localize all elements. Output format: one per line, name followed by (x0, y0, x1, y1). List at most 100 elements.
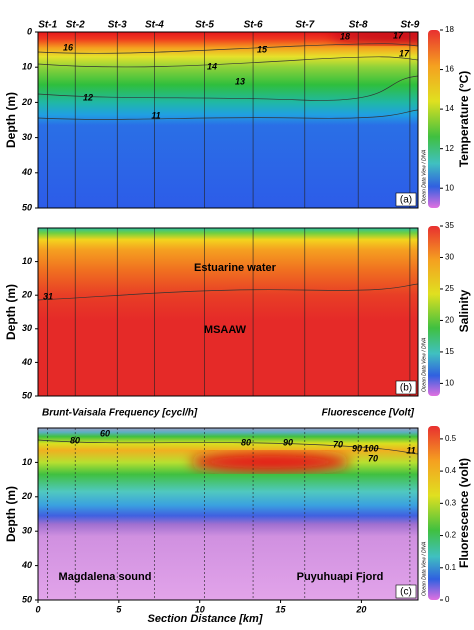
contour-label: 70 (333, 439, 343, 449)
colorbar-tick-label: 15 (445, 347, 454, 356)
field-layer (38, 228, 418, 396)
y-tick-label: 50 (22, 390, 32, 400)
y-axis-label: Depth (m) (4, 284, 18, 340)
field-layer (38, 32, 418, 208)
contour (38, 109, 418, 120)
y-tick-label: 10 (22, 62, 32, 72)
colorbar (428, 30, 440, 208)
y-tick-label: 30 (22, 323, 32, 333)
contour-label: 80 (70, 435, 80, 445)
y-axis-label: Depth (m) (4, 486, 18, 542)
contour (38, 75, 418, 101)
field-blob (330, 32, 418, 44)
station-label: St-1 (38, 20, 57, 31)
x-axis-label: Section Distance [km] (148, 613, 263, 625)
contour-label: 15 (257, 44, 268, 54)
watermark: Ocean Data View / DIVA (421, 149, 427, 204)
y-axis-label: Depth (m) (4, 92, 18, 148)
y-tick-label: 40 (21, 357, 32, 367)
x-tick-label: 20 (355, 604, 366, 614)
x-tick-label: 5 (116, 604, 122, 614)
y-tick-label: 0 (27, 26, 32, 36)
y-tick-label: 40 (21, 167, 32, 177)
y-tick-label: 30 (22, 132, 32, 142)
contour-label: 31 (43, 291, 53, 301)
contour (38, 283, 418, 301)
station-label: St-6 (244, 20, 263, 31)
station-label: St-5 (195, 20, 214, 31)
watermark: Ocean Data View / DIVA (421, 541, 427, 596)
annotation: Estuarine water (194, 262, 277, 274)
annotation: Magdalena sound (59, 571, 152, 583)
contour (38, 439, 418, 455)
colorbar-tick-label: 0.4 (445, 466, 457, 475)
contour-label: 60 (100, 428, 110, 438)
contour-label: 16 (63, 42, 74, 52)
annotation: MSAAW (204, 324, 247, 336)
plot-frame (37, 427, 419, 601)
colorbar-tick-label: 14 (445, 104, 454, 113)
panel-label: (c) (400, 587, 412, 598)
colorbar-tick-label: 10 (445, 379, 454, 388)
colorbar-tick-label: 25 (445, 284, 454, 293)
plot-frame (37, 31, 419, 209)
panel-label: (b) (400, 383, 412, 394)
colorbar (428, 226, 440, 396)
contour-label: 11 (406, 445, 415, 455)
contour-label: 17 (399, 48, 410, 58)
field (38, 32, 418, 208)
colorbar-tick-label: 12 (445, 144, 454, 153)
field (38, 228, 418, 396)
colorbar-tick-label: 16 (445, 65, 454, 74)
field-layer (38, 428, 418, 600)
y-tick-label: 20 (21, 97, 32, 107)
station-label: St-4 (145, 20, 164, 31)
colorbar-tick-label: 0.2 (445, 531, 457, 540)
y-tick-label: 40 (21, 560, 32, 570)
colorbar-tick-label: 35 (445, 221, 454, 230)
x-tick-label: 15 (276, 604, 287, 614)
colorbar-tick-label: 0.1 (445, 563, 457, 572)
annotation: Puyuhuapi Fjord (297, 571, 384, 583)
field-blob (190, 452, 350, 472)
colorbar-tick-label: 0.5 (445, 434, 457, 443)
colorbar-tick-label: 18 (445, 25, 454, 34)
station-label: St-9 (400, 20, 419, 31)
station-label: St-7 (295, 20, 314, 31)
y-tick-label: 20 (21, 290, 32, 300)
colorbar-tick-label: 30 (445, 253, 454, 262)
contour-label: 17 (393, 30, 404, 40)
header-right: Fluorescence [Volt] (322, 408, 415, 419)
colorbar-label: Fluorescence (volt) (457, 458, 471, 568)
watermark: Ocean Data View / DIVA (421, 337, 427, 392)
header-left: Brunt-Vaisala Frequency [cycl/h] (42, 408, 198, 419)
contour-label: 70 (368, 453, 378, 463)
station-label: St-8 (349, 20, 368, 31)
colorbar-tick-label: 20 (445, 316, 454, 325)
contour-label: 12 (83, 92, 93, 102)
plot-frame (37, 227, 419, 397)
contour-label: 14 (207, 61, 217, 71)
contour-label: 90 (352, 443, 362, 453)
y-tick-label: 10 (22, 256, 32, 266)
panel-label-box (395, 380, 417, 395)
contour-label: 90 (283, 437, 293, 447)
colorbar-label: Temperature (°C) (457, 71, 471, 168)
colorbar (428, 426, 440, 600)
y-tick-label: 30 (22, 526, 32, 536)
contour (38, 43, 418, 54)
x-tick-label: 0 (35, 604, 40, 614)
y-tick-label: 20 (21, 491, 32, 501)
station-label: St-3 (108, 20, 127, 31)
panel-label: (a) (400, 195, 412, 206)
colorbar-tick-label: 0 (445, 595, 450, 604)
panel-label-box (395, 192, 417, 207)
contour-label: 100 (363, 443, 378, 453)
contour (38, 56, 418, 68)
contour-label: 11 (151, 110, 160, 120)
colorbar-label: Salinity (457, 289, 471, 332)
colorbar-tick-label: 0.3 (445, 498, 457, 507)
y-tick-label: 10 (22, 457, 32, 467)
y-tick-label: 50 (22, 594, 32, 604)
